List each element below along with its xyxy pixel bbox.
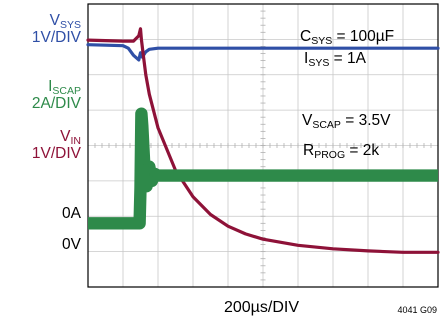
plot-frame	[87, 3, 439, 288]
vin-label: VIN 1V/DIV	[31, 128, 81, 162]
iscap-scale: 2A/DIV	[31, 95, 81, 112]
annotation-rprog: RPROG = 2k	[303, 142, 380, 161]
annotation-vscap: VSCAP = 3.5V	[302, 112, 391, 131]
traces	[86, 27, 440, 254]
iscap-label: ISCAP 2A/DIV	[31, 78, 81, 112]
zero-amp-marker: 0A	[62, 205, 81, 222]
figure-id: 4041 G09	[397, 305, 437, 315]
x-axis-label: 200µs/DIV	[223, 299, 300, 316]
vin-scale: 1V/DIV	[31, 145, 81, 162]
vsys-label: VSYS 1V/DIV	[31, 12, 81, 46]
vsys-scale: 1V/DIV	[31, 29, 81, 46]
annotation-isys: ISYS = 1A	[304, 50, 366, 69]
series-iscap-line	[88, 112, 438, 225]
annotation-csys: CSYS = 100µF	[300, 28, 395, 47]
zero-volt-marker: 0V	[62, 236, 81, 253]
